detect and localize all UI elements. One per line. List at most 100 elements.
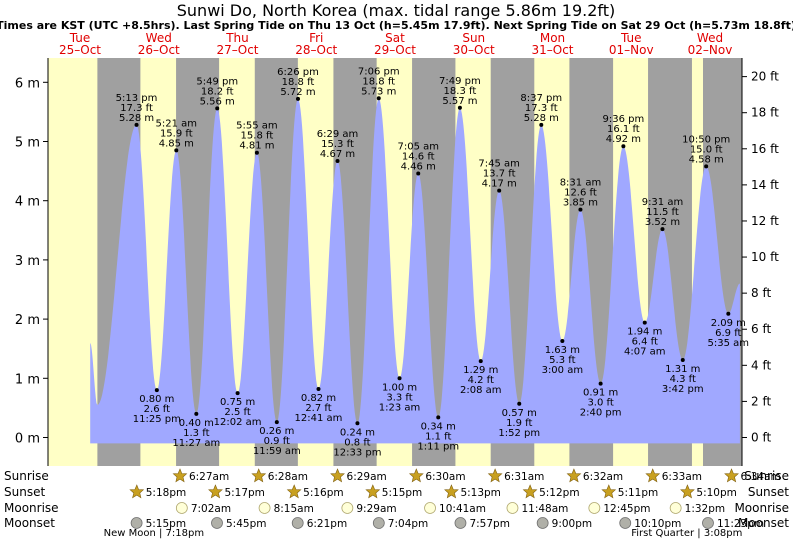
sun-icon [365, 484, 381, 499]
tide-ft-label: 1.3 ft [183, 428, 209, 439]
tide-m-label: 0.80 m [139, 394, 174, 405]
moonset-icon [372, 517, 385, 529]
right-tick-label: 14 ft [751, 178, 779, 192]
moonrise-icon [506, 502, 519, 514]
row-event-time: 5:13pm [460, 487, 500, 499]
row-label-right: Moonrise [734, 501, 789, 515]
tide-m-label: 0.24 m [340, 427, 375, 438]
tide-point [274, 420, 279, 425]
tide-m-label: 4.46 m [401, 161, 436, 172]
tide-point [642, 320, 647, 325]
right-tick-label: 20 ft [751, 70, 779, 84]
row-event-time: 5:45pm [226, 518, 266, 530]
tide-point [436, 415, 441, 420]
sun-icon [330, 468, 345, 483]
day-date: 30–Oct [453, 43, 495, 57]
left-tick-label: 0 m [15, 432, 40, 447]
moonrise-icon [175, 502, 188, 514]
tide-time-label: 6:29 am [317, 129, 359, 140]
moonrise-icon [341, 502, 354, 514]
tide-ft-label: 2.5 ft [224, 407, 250, 418]
tide-time-label: 6:26 pm [277, 67, 319, 78]
row-event-time: 8:15am [274, 503, 314, 515]
tide-m-label: 0.34 m [421, 421, 456, 432]
tide-point [457, 105, 462, 110]
left-tick-label: 5 m [15, 136, 40, 151]
row-event-time: 7:57pm [469, 518, 509, 530]
tide-point [478, 359, 483, 364]
tide-time-label: 12:02 am [214, 417, 262, 428]
moonset-icon [702, 517, 714, 529]
chart-subtitle: Times are KST (UTC +8.5hrs). Last Spring… [0, 19, 793, 32]
tide-point [194, 411, 199, 416]
tide-point [254, 150, 259, 155]
tide-m-label: 5.28 m [119, 113, 154, 124]
tide-time-label: 7:05 am [397, 141, 439, 152]
row-event-time: 6:29am [347, 471, 387, 483]
left-tick-label: 1 m [15, 372, 40, 387]
tide-point [621, 144, 626, 149]
tide-m-label: 5.56 m [200, 96, 235, 107]
tide-ft-label: 2.6 ft [144, 404, 170, 415]
row-label-left: Sunrise [4, 469, 49, 483]
tide-ft-label: 0.8 ft [344, 437, 370, 448]
tide-ft-label: 15.3 ft [321, 139, 354, 150]
tide-m-label: 0.75 m [220, 397, 255, 408]
tide-time-label: 9:31 am [642, 197, 684, 208]
tide-ft-label: 1.1 ft [425, 431, 451, 442]
right-tick-label: 8 ft [751, 286, 771, 300]
tide-m-label: 4.17 m [482, 179, 517, 190]
row-event-time: 7:04pm [388, 518, 428, 530]
day-name: Fri [309, 31, 323, 45]
tide-m-label: 0.82 m [301, 393, 336, 404]
tide-ft-label: 15.9 ft [160, 128, 193, 139]
moonset-icon [619, 517, 632, 529]
tide-curve [90, 98, 740, 444]
right-tick-label: 12 ft [751, 214, 779, 228]
tide-ft-label: 5.3 ft [549, 355, 575, 366]
tide-m-label: 0.26 m [259, 426, 294, 437]
day-date: 29–Oct [374, 43, 416, 57]
day-name: Wed [146, 31, 172, 45]
day-name: Sat [385, 31, 405, 45]
tide-m-label: 1.63 m [545, 345, 580, 356]
row-event-time: 9:00pm [552, 518, 592, 530]
day-date: 02–Nov [688, 43, 733, 57]
row-event-time: 6:28am [268, 471, 308, 483]
sun-icon [129, 484, 145, 499]
right-tick-label: 10 ft [751, 250, 779, 264]
left-tick-label: 2 m [15, 313, 40, 328]
sun-icon [522, 484, 538, 499]
tide-time-label: 2:08 am [460, 385, 502, 396]
row-event-time: 5:10pm [696, 487, 736, 499]
row-event-time: 1:32pm [685, 503, 725, 515]
tide-ft-label: 1.9 ft [506, 418, 532, 429]
tide-point [497, 188, 502, 193]
tide-m-label: 5.57 m [442, 96, 477, 107]
tide-m-label: 5.73 m [361, 86, 396, 97]
tide-ft-label: 16.1 ft [607, 124, 640, 135]
tide-ft-label: 14.6 ft [402, 151, 435, 162]
tide-ft-label: 4.2 ft [468, 375, 494, 386]
tide-m-label: 1.29 m [463, 365, 498, 376]
tide-m-label: 3.85 m [563, 198, 598, 209]
row-event-time: 9:29am [356, 503, 396, 515]
day-date: 25–Oct [59, 43, 101, 57]
row-label-left: Sunset [4, 485, 45, 499]
tide-m-label: 5.28 m [524, 113, 559, 124]
tide-point [295, 96, 300, 101]
tide-point [397, 376, 402, 381]
tide-point [154, 388, 159, 393]
tide-m-label: 1.00 m [382, 382, 417, 393]
day-date: 31–Oct [531, 43, 573, 57]
left-tick-label: 4 m [15, 195, 40, 210]
tide-ft-label: 18.2 ft [201, 86, 234, 97]
day-date: 01–Nov [609, 43, 654, 57]
row-event-time: 10:10pm [634, 518, 681, 530]
header: Sunwi Do, North Korea (max. tidal range … [0, 1, 793, 57]
tide-water-area [90, 98, 740, 444]
left-tick-label: 3 m [15, 254, 40, 269]
tide-time-label: 11:25 pm [133, 414, 181, 425]
row-event-time: 6:34am [741, 471, 781, 483]
tide-ft-label: 2.7 ft [305, 403, 331, 414]
